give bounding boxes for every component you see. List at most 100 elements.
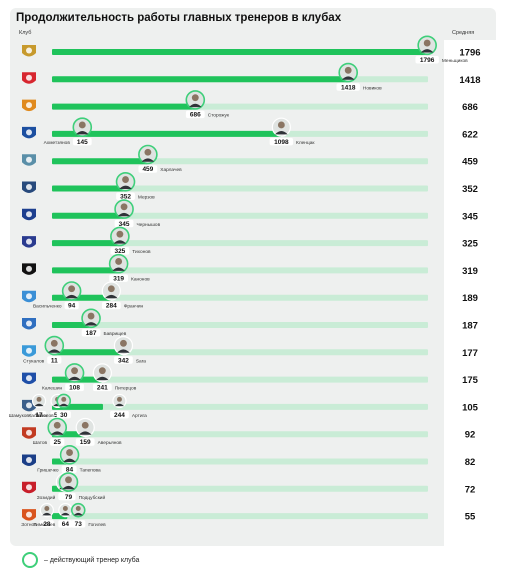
avatar-head-icon bbox=[98, 367, 106, 375]
coach-name-label: Тихонов bbox=[132, 249, 151, 255]
chart-card bbox=[10, 8, 496, 546]
club-average-label: 325 bbox=[462, 239, 479, 250]
chart-title: Продолжительность работы главных тренеро… bbox=[16, 12, 342, 24]
bar-track bbox=[52, 513, 428, 520]
coach-days-label: 79 bbox=[65, 494, 73, 501]
coach-marker: 686 Сторожук bbox=[185, 90, 230, 119]
avatar-body-icon bbox=[65, 294, 78, 299]
coach-name-label: Калешин bbox=[42, 386, 62, 392]
club-row: 352 Мерзов 352 bbox=[22, 172, 478, 201]
value-badge bbox=[110, 410, 129, 419]
coach-marker: 342 Sara bbox=[113, 336, 146, 364]
club-row: 25 Шатов 159 Аверьянов 92 bbox=[22, 417, 475, 446]
value-badge bbox=[39, 520, 54, 528]
coach-days-label: 325 bbox=[114, 248, 125, 255]
coach-name-label: Гришечко bbox=[37, 468, 59, 474]
coach-marker: 1098 Кленцак bbox=[269, 117, 315, 146]
avatar-head-icon bbox=[120, 339, 127, 347]
saturn-crest-icon bbox=[22, 454, 36, 466]
club-average-label: 82 bbox=[465, 457, 476, 468]
coach-marker: 345 Чернышов bbox=[114, 199, 161, 228]
bar-track bbox=[52, 431, 428, 438]
bar-track bbox=[52, 185, 428, 192]
value-badge bbox=[56, 410, 71, 419]
coach-marker: 108 Калешин bbox=[42, 363, 85, 392]
avatar-body-icon bbox=[68, 376, 81, 381]
coach-marker: 84 Тапепова bbox=[59, 444, 101, 474]
coach-name-label: Новиков bbox=[363, 85, 382, 91]
rotor-crest-icon bbox=[22, 345, 36, 357]
avatar-body-icon bbox=[113, 240, 127, 244]
value-badge bbox=[109, 274, 129, 282]
club-average-label: 189 bbox=[462, 293, 478, 304]
club-average-label: 459 bbox=[462, 157, 478, 168]
avatar-head-icon bbox=[423, 39, 431, 47]
avatar-head-icon bbox=[62, 506, 68, 511]
coach-marker: 459 Харлачев bbox=[138, 144, 182, 173]
avatar-body-icon bbox=[188, 103, 202, 108]
coach-marker: 241 Питерцов bbox=[92, 363, 137, 392]
value-badge bbox=[72, 137, 92, 146]
coach-name-label: Тополов bbox=[35, 413, 54, 419]
avatar-body-icon bbox=[112, 267, 125, 271]
club-row: 11 Стукалов 342 Sara 177 bbox=[22, 335, 478, 364]
coach-marker: 17 Шамуков bbox=[9, 393, 47, 419]
coach-name-label: Артига bbox=[132, 413, 147, 419]
bar-track bbox=[52, 267, 428, 274]
avatar-head-icon bbox=[61, 396, 67, 402]
bar-track bbox=[52, 349, 428, 356]
club-average-label: 1796 bbox=[459, 48, 480, 59]
club-row: 145 Ахметзянов 1098 Кленцак 622 bbox=[22, 117, 478, 146]
coach-days-label: 352 bbox=[120, 194, 131, 201]
club-row: 319 Канонов 319 bbox=[22, 253, 478, 282]
coach-days-label: 345 bbox=[119, 221, 130, 228]
coach-marker: 284 Франчин bbox=[101, 281, 144, 310]
club-average-label: 177 bbox=[462, 348, 478, 359]
club-row: 80Гришечко84Тапепова82 bbox=[22, 444, 476, 474]
rostov-crest-icon bbox=[22, 72, 36, 84]
coach-marker: 64 Тимебаев bbox=[33, 503, 73, 528]
coach-days-label: 459 bbox=[142, 166, 153, 173]
avatar-body-icon bbox=[420, 49, 434, 53]
coach-marker: 79 Подцубский bbox=[58, 472, 105, 501]
club-average-label: 55 bbox=[465, 512, 476, 523]
coach-name-label: Меньщиков bbox=[442, 58, 468, 64]
coach-marker: 319 Канонов bbox=[108, 253, 150, 282]
coach-name-label: Тапепова bbox=[80, 468, 101, 474]
coach-marker: 159 Аверьянов bbox=[75, 417, 122, 446]
avatar-body-icon bbox=[63, 458, 76, 462]
value-badge bbox=[61, 492, 76, 501]
coach-days-label: 11 bbox=[51, 357, 58, 364]
avatar-body-icon bbox=[114, 403, 125, 407]
coach-days-label: 84 bbox=[66, 467, 74, 474]
value-badge bbox=[116, 192, 135, 200]
bar bbox=[52, 294, 112, 301]
club-row: 1418 Новиков 1418 bbox=[22, 62, 481, 91]
torpedo-crest-icon bbox=[22, 263, 36, 275]
bar bbox=[52, 49, 428, 55]
coach-marker: 30 Тополов bbox=[35, 393, 72, 419]
bar bbox=[52, 267, 119, 274]
coach-days-label: 17 bbox=[35, 412, 43, 419]
avatar-head-icon bbox=[65, 476, 72, 484]
value-badge bbox=[31, 410, 47, 419]
bar-track bbox=[52, 212, 428, 219]
bar bbox=[52, 240, 120, 247]
average-column-header: Средняя bbox=[452, 30, 475, 36]
zenit-crest-icon bbox=[22, 45, 36, 57]
coach-name-label: Шатов bbox=[33, 440, 48, 446]
coach-marker: 11 Стукалов bbox=[23, 335, 65, 364]
baltika-crest-icon bbox=[22, 154, 36, 166]
coach-days-label: 28 bbox=[43, 521, 51, 528]
bar-track bbox=[52, 403, 428, 410]
club-average-label: 187 bbox=[462, 321, 478, 332]
value-badge bbox=[185, 110, 205, 119]
average-column-background bbox=[444, 40, 496, 546]
coach-name-label: Гогилев bbox=[88, 522, 106, 528]
club-row: 108 Калешин 241 Питерцов 175 bbox=[22, 363, 479, 392]
coach-marker: 25 Шатов bbox=[33, 417, 68, 446]
bar bbox=[52, 76, 349, 83]
avatar-body-icon bbox=[42, 512, 52, 516]
coach-name-label: Питерцов bbox=[115, 386, 137, 392]
